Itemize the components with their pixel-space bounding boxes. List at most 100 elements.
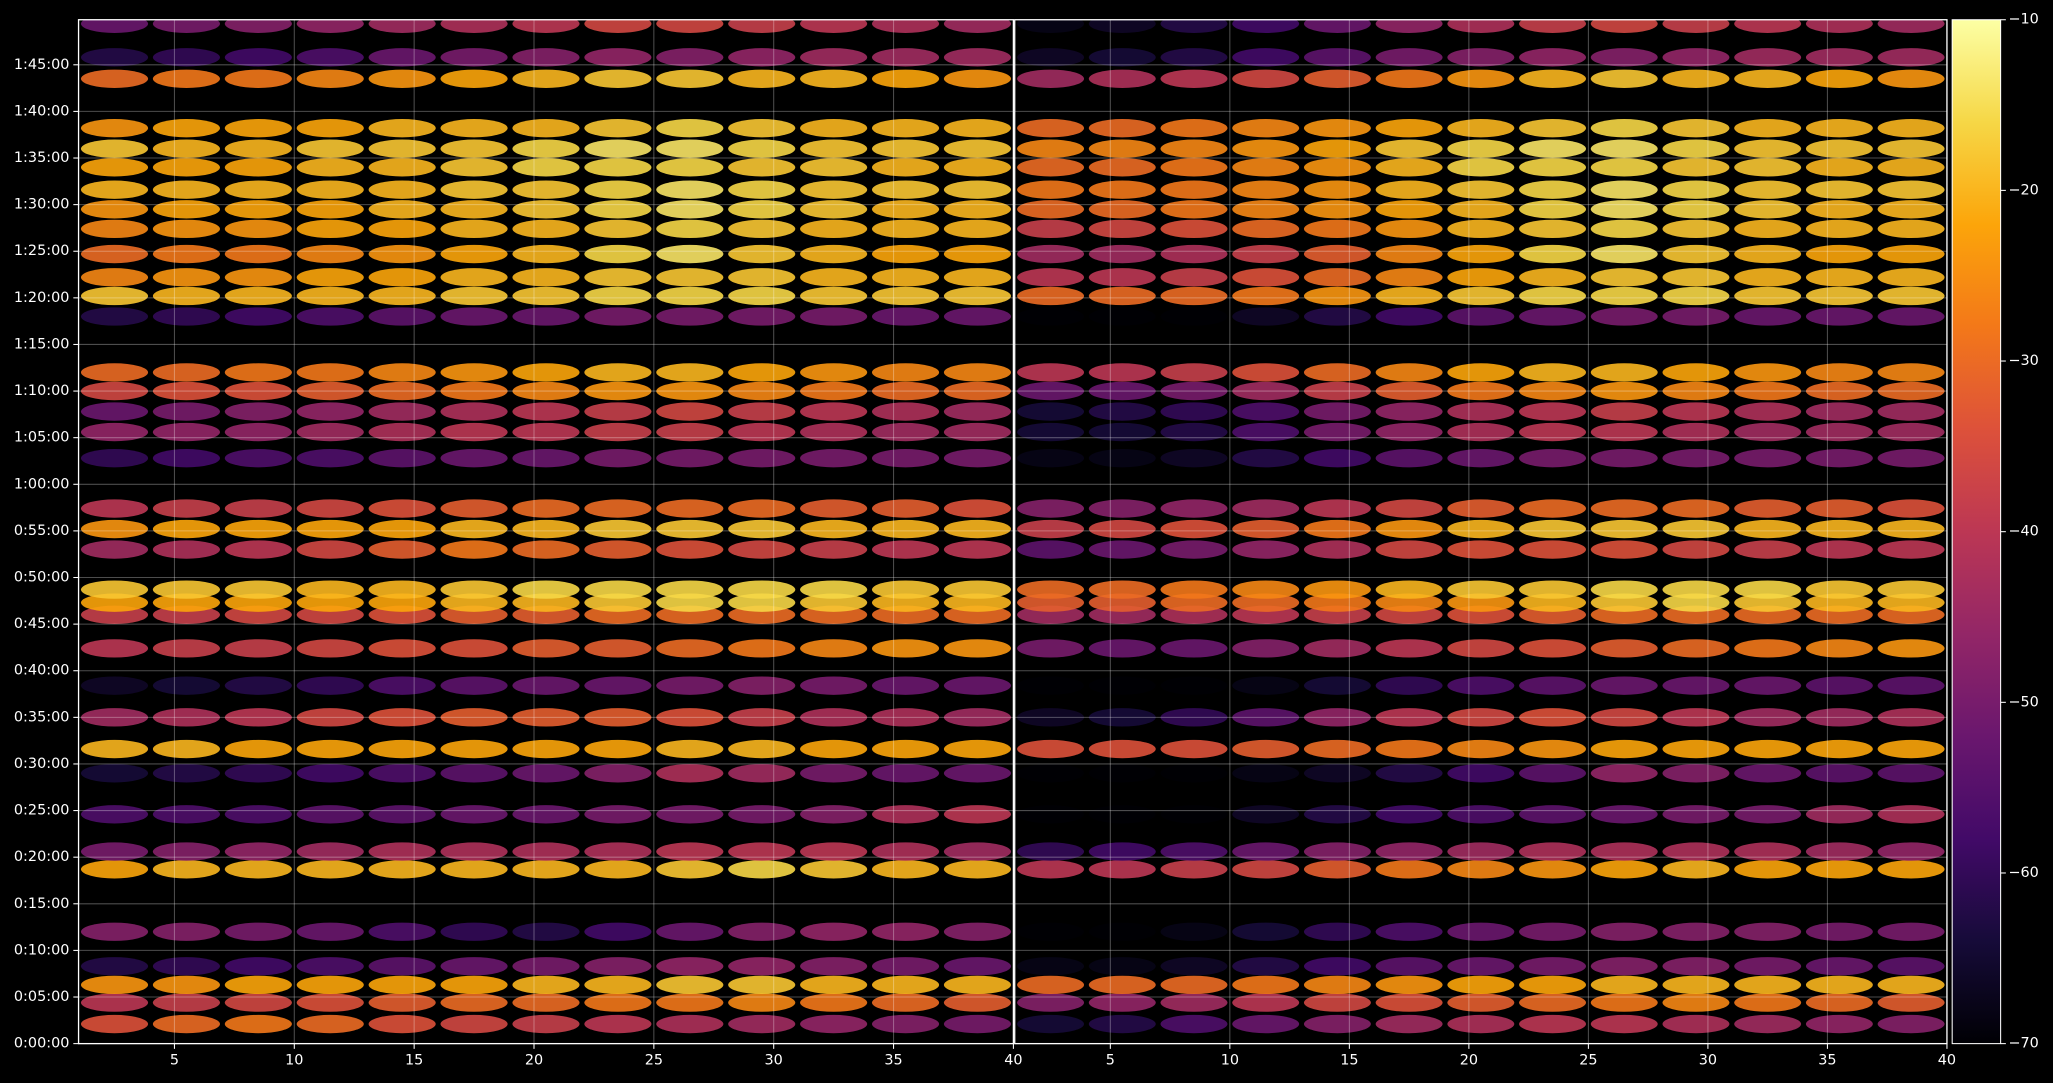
cell <box>1160 975 1228 995</box>
cell <box>800 158 868 177</box>
cell <box>440 307 508 326</box>
cell <box>224 708 292 727</box>
cell <box>1662 286 1730 306</box>
cell <box>871 139 940 158</box>
cell <box>368 922 436 941</box>
cell <box>1232 860 1300 879</box>
cell <box>584 957 652 976</box>
cell <box>800 860 868 879</box>
cell <box>1519 519 1587 539</box>
cell <box>1160 1014 1228 1034</box>
cell <box>224 805 292 824</box>
cell <box>800 422 868 442</box>
cell <box>1734 244 1802 264</box>
cell <box>1805 639 1873 658</box>
cell <box>871 180 940 199</box>
cell <box>1375 363 1443 382</box>
cell <box>800 593 868 612</box>
cell <box>728 119 796 138</box>
cell <box>440 676 508 695</box>
cell <box>1519 993 1587 1012</box>
cell <box>800 993 868 1012</box>
cell <box>1088 381 1156 401</box>
y-tick-label: 1:40:00 <box>14 103 69 119</box>
cell <box>1877 268 1945 287</box>
cell <box>1017 119 1085 138</box>
cell <box>368 69 436 88</box>
cell <box>80 200 149 219</box>
cell <box>943 1014 1012 1034</box>
cell <box>1590 139 1658 158</box>
cell <box>871 307 940 326</box>
cell <box>80 19 149 33</box>
cell <box>1519 580 1587 599</box>
cell <box>800 708 868 727</box>
colorbar-tick-label: −20 <box>2008 182 2038 198</box>
cell <box>1662 268 1730 287</box>
cell <box>368 593 436 612</box>
cell <box>1590 580 1658 599</box>
cell <box>871 580 940 599</box>
cell <box>152 286 220 306</box>
cell <box>1662 708 1730 727</box>
cell <box>512 286 580 306</box>
cell <box>871 19 940 33</box>
cell <box>1519 676 1587 695</box>
cell <box>1877 402 1945 421</box>
cell <box>800 119 868 138</box>
cell <box>296 639 364 658</box>
cell <box>1303 139 1371 158</box>
cell <box>440 402 508 421</box>
cell <box>368 580 436 599</box>
cell <box>1232 580 1300 599</box>
cell <box>728 307 796 326</box>
cell <box>152 499 220 518</box>
cell <box>512 957 580 976</box>
cell <box>224 540 292 559</box>
cell <box>1590 540 1658 559</box>
cell <box>1088 119 1156 138</box>
cell <box>1160 499 1228 518</box>
x-tick-label: 35 <box>1818 1053 1836 1069</box>
cell <box>871 69 940 88</box>
cell <box>1303 580 1371 599</box>
cell <box>368 158 436 177</box>
cell <box>296 957 364 976</box>
cell <box>512 449 580 468</box>
cell <box>1734 708 1802 727</box>
panel-frame <box>77 19 1015 1045</box>
cell <box>80 139 149 158</box>
cell <box>1662 180 1730 199</box>
cell <box>1303 593 1371 612</box>
cell <box>152 975 220 995</box>
cell <box>1662 19 1730 33</box>
cell <box>1519 119 1587 138</box>
cell <box>440 219 508 239</box>
cell <box>152 363 220 382</box>
cell <box>1088 307 1156 326</box>
cell <box>440 842 508 861</box>
cell <box>1877 69 1945 88</box>
cell <box>584 580 652 599</box>
cell <box>1590 180 1658 199</box>
cell <box>1877 158 1945 177</box>
cell <box>512 268 580 287</box>
cell <box>656 993 724 1012</box>
cell <box>152 764 220 783</box>
cell <box>1662 449 1730 468</box>
cell <box>296 593 364 612</box>
cell <box>368 739 436 759</box>
cell <box>656 268 724 287</box>
cell <box>800 764 868 783</box>
cell <box>1017 219 1085 239</box>
cell <box>1877 200 1945 219</box>
cell <box>1590 975 1658 995</box>
cell <box>80 268 149 287</box>
cell <box>1877 180 1945 199</box>
cell <box>152 119 220 138</box>
cell <box>1017 957 1085 976</box>
y-tick-label: 0:00:00 <box>14 1036 69 1052</box>
cell <box>584 519 652 539</box>
cell <box>800 19 868 33</box>
cell <box>1232 219 1300 239</box>
